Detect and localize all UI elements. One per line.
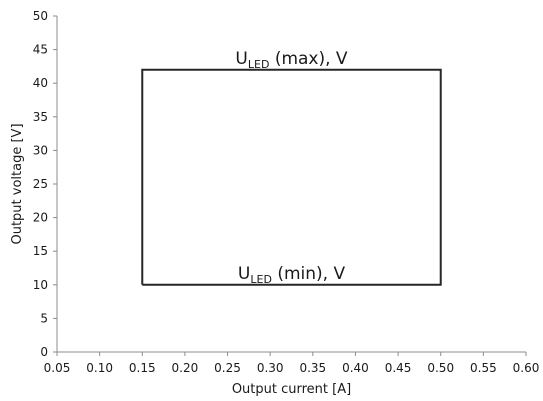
y-tick-label: 0 — [40, 345, 48, 359]
annotation-symbol: U — [235, 49, 247, 69]
x-tick-label: 0.45 — [385, 361, 412, 375]
y-tick-label: 40 — [33, 76, 48, 90]
series-layer — [141, 68, 442, 286]
y-tick-label: 45 — [33, 43, 48, 57]
annotation-subscript: LED — [248, 58, 270, 71]
annotation-text: (max), V — [269, 49, 348, 69]
annotation-symbol: U — [238, 264, 250, 284]
x-tick-label: 0.35 — [299, 361, 326, 375]
annotation-u-led-min: ULED (min), V — [238, 264, 346, 286]
x-tick-label: 0.15 — [129, 361, 156, 375]
y-tick-label: 20 — [33, 211, 48, 225]
x-tick-label: 0.50 — [427, 361, 454, 375]
x-tick-label: 0.25 — [214, 361, 241, 375]
x-axis-ticks: 0.05 0.10 0.15 0.20 0.25 0.30 0.35 0.40 0.45 0.50… — [44, 352, 540, 375]
y-tick-label: 10 — [33, 278, 48, 292]
annotation-subscript: LED — [250, 273, 272, 286]
y-tick-label: 50 — [33, 9, 48, 23]
y-tick-label: 30 — [33, 143, 48, 157]
y-axis-title: Output voltage [V] — [10, 123, 25, 244]
y-tick-label: 25 — [33, 177, 48, 191]
annotation-u-led-max: ULED (max), V — [235, 49, 348, 71]
y-tick-label: 15 — [33, 244, 48, 258]
y-axis-ticks: 0 5 10 15 20 25 30 35 40 45 50 — [33, 9, 57, 359]
operating-window-line — [141, 68, 442, 286]
x-tick-label: 0.20 — [172, 361, 199, 375]
x-tick-label: 0.30 — [257, 361, 284, 375]
annotation-text: (min), V — [272, 264, 346, 284]
y-tick-label: 5 — [40, 311, 48, 325]
x-tick-label: 0.60 — [513, 361, 540, 375]
y-tick-label: 35 — [33, 110, 48, 124]
x-tick-label: 0.05 — [44, 361, 71, 375]
x-tick-label: 0.55 — [470, 361, 497, 375]
x-tick-label: 0.40 — [342, 361, 369, 375]
x-axis-title: Output current [A] — [232, 382, 351, 397]
x-tick-label: 0.10 — [86, 361, 113, 375]
